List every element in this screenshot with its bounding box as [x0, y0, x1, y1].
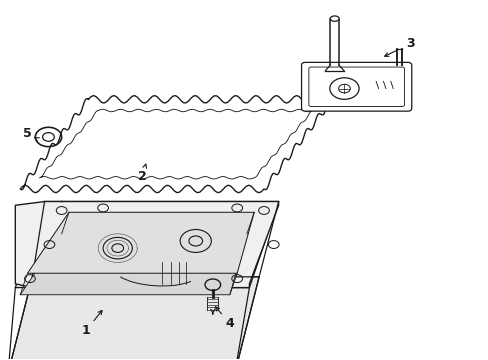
Polygon shape [15, 202, 278, 288]
Polygon shape [8, 277, 259, 360]
Ellipse shape [330, 16, 338, 21]
Text: 5: 5 [23, 127, 32, 140]
Text: 3: 3 [405, 37, 414, 50]
Text: 1: 1 [81, 324, 90, 337]
FancyBboxPatch shape [308, 67, 404, 107]
Polygon shape [20, 234, 246, 295]
Polygon shape [15, 202, 278, 288]
Polygon shape [27, 212, 254, 273]
Text: 4: 4 [225, 317, 234, 330]
Text: 2: 2 [138, 170, 146, 183]
FancyBboxPatch shape [301, 62, 411, 111]
Polygon shape [20, 95, 331, 193]
